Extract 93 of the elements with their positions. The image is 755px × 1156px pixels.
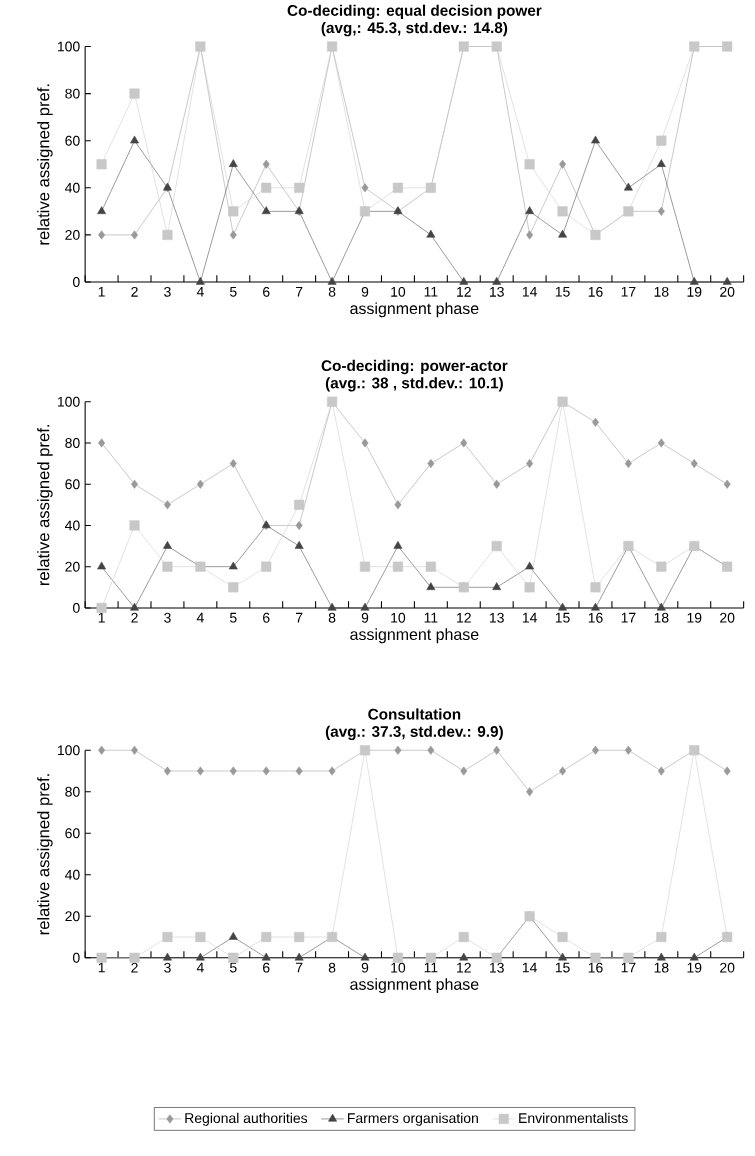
- x-axis-title: assignment phase: [350, 978, 479, 994]
- y-tick-label: 0: [72, 277, 80, 287]
- x-tick-label: 6: [262, 962, 270, 973]
- x-tick-label: 20: [719, 962, 735, 973]
- y-axis-title: relative assigned pref.: [37, 774, 53, 935]
- x-tick-label: 3: [163, 962, 171, 973]
- x-tick-label: 20: [719, 612, 735, 623]
- y-axis-title: relative assigned pref.: [37, 425, 53, 586]
- x-tick-label: 15: [555, 612, 570, 623]
- x-tick-label: 6: [262, 286, 270, 297]
- x-tick-label: 7: [295, 286, 303, 297]
- x-tick-label: 19: [687, 962, 702, 973]
- x-tick-label: 18: [654, 612, 669, 623]
- x-tick-label: 16: [588, 286, 603, 297]
- x-tick-label: 4: [196, 286, 204, 297]
- x-tick-label: 8: [328, 612, 336, 623]
- x-tick-label: 15: [555, 286, 570, 297]
- x-tick-label: 9: [361, 962, 369, 973]
- x-tick-label: 11: [424, 286, 438, 297]
- x-tick-label: 3: [163, 286, 171, 297]
- x-tick-label: 17: [621, 612, 636, 623]
- x-tick-label: 7: [295, 962, 303, 973]
- x-tick-label: 2: [131, 612, 138, 623]
- x-tick-label: 5: [229, 962, 237, 973]
- x-tick-label: 4: [196, 612, 204, 623]
- x-tick-label: 5: [229, 612, 237, 623]
- x-tick-label: 9: [361, 612, 369, 623]
- x-tick-label: 18: [654, 962, 669, 973]
- y-tick-label: 20: [65, 911, 80, 922]
- x-tick-label: 10: [391, 962, 406, 973]
- y-tick-label: 80: [65, 786, 80, 797]
- x-tick-label: 13: [489, 612, 504, 623]
- x-tick-label: 2: [131, 286, 138, 297]
- x-tick-label: 12: [456, 612, 471, 623]
- x-tick-label: 9: [361, 286, 369, 297]
- x-tick-label: 6: [262, 612, 270, 623]
- x-tick-label: 12: [456, 962, 471, 973]
- y-tick-label: 40: [64, 869, 80, 880]
- x-tick-label: 5: [229, 286, 237, 297]
- y-tick-label: 60: [65, 479, 80, 490]
- x-tick-label: 10: [391, 286, 406, 297]
- chart-subtitle: (avg,: 45.3, std.dev.: 14.8): [321, 21, 508, 37]
- x-tick-label: 13: [489, 962, 504, 973]
- x-tick-label: 20: [719, 286, 735, 297]
- x-tick-label: 1: [98, 612, 105, 623]
- y-tick-label: 100: [57, 745, 80, 756]
- y-tick-label: 40: [64, 182, 80, 193]
- y-tick-label: 0: [72, 952, 80, 963]
- x-tick-label: 16: [588, 962, 603, 973]
- x-tick-label: 7: [295, 612, 303, 623]
- legend-label: Environmentalists: [519, 1112, 628, 1124]
- y-tick-label: 60: [65, 828, 80, 839]
- x-tick-label: 12: [456, 286, 471, 297]
- x-tick-label: 10: [391, 612, 406, 623]
- chart-title: Co-deciding: power-actor: [321, 359, 508, 375]
- x-tick-label: 19: [687, 286, 702, 297]
- x-tick-label: 15: [555, 962, 570, 973]
- x-tick-label: 17: [621, 286, 636, 297]
- chart-title: Co-deciding: equal decision power: [287, 4, 542, 19]
- y-tick-label: 100: [57, 41, 80, 52]
- x-tick-label: 4: [196, 962, 204, 973]
- x-tick-label: 11: [424, 612, 438, 623]
- y-tick-label: 20: [65, 229, 80, 240]
- y-tick-label: 40: [64, 520, 80, 531]
- y-tick-label: 20: [65, 561, 80, 572]
- x-tick-label: 18: [654, 286, 669, 297]
- y-tick-label: 60: [65, 135, 80, 146]
- x-tick-label: 14: [522, 286, 537, 297]
- y-tick-label: 0: [72, 602, 80, 613]
- y-tick-label: 100: [57, 396, 80, 407]
- x-axis-title: assignment phase: [350, 302, 479, 318]
- x-tick-label: 8: [328, 286, 336, 297]
- chart-subtitle: (avg.: 38 , std.dev.: 10.1): [325, 377, 503, 392]
- x-tick-label: 11: [424, 962, 438, 973]
- x-tick-label: 13: [489, 286, 504, 297]
- x-axis-title: assignment phase: [350, 628, 479, 644]
- chart-title: Consultation: [368, 708, 461, 720]
- x-tick-label: 2: [131, 962, 138, 973]
- x-tick-label: 1: [98, 286, 105, 297]
- chart-subtitle: (avg.: 37.3, std.dev.: 9.9): [325, 725, 503, 741]
- x-tick-label: 8: [328, 962, 336, 973]
- x-tick-label: 17: [621, 962, 636, 973]
- legend-label: Farmers organisation: [347, 1112, 478, 1126]
- x-tick-label: 14: [522, 612, 537, 623]
- y-axis-title: relative assigned pref.: [37, 84, 53, 245]
- x-tick-label: 1: [98, 962, 105, 973]
- y-tick-label: 80: [65, 438, 80, 448]
- x-tick-label: 3: [163, 612, 171, 623]
- legend-label: Regional authorities: [185, 1112, 307, 1126]
- y-tick-label: 80: [65, 88, 80, 99]
- x-tick-label: 14: [522, 962, 537, 973]
- x-tick-label: 16: [588, 612, 603, 623]
- x-tick-label: 19: [687, 612, 702, 623]
